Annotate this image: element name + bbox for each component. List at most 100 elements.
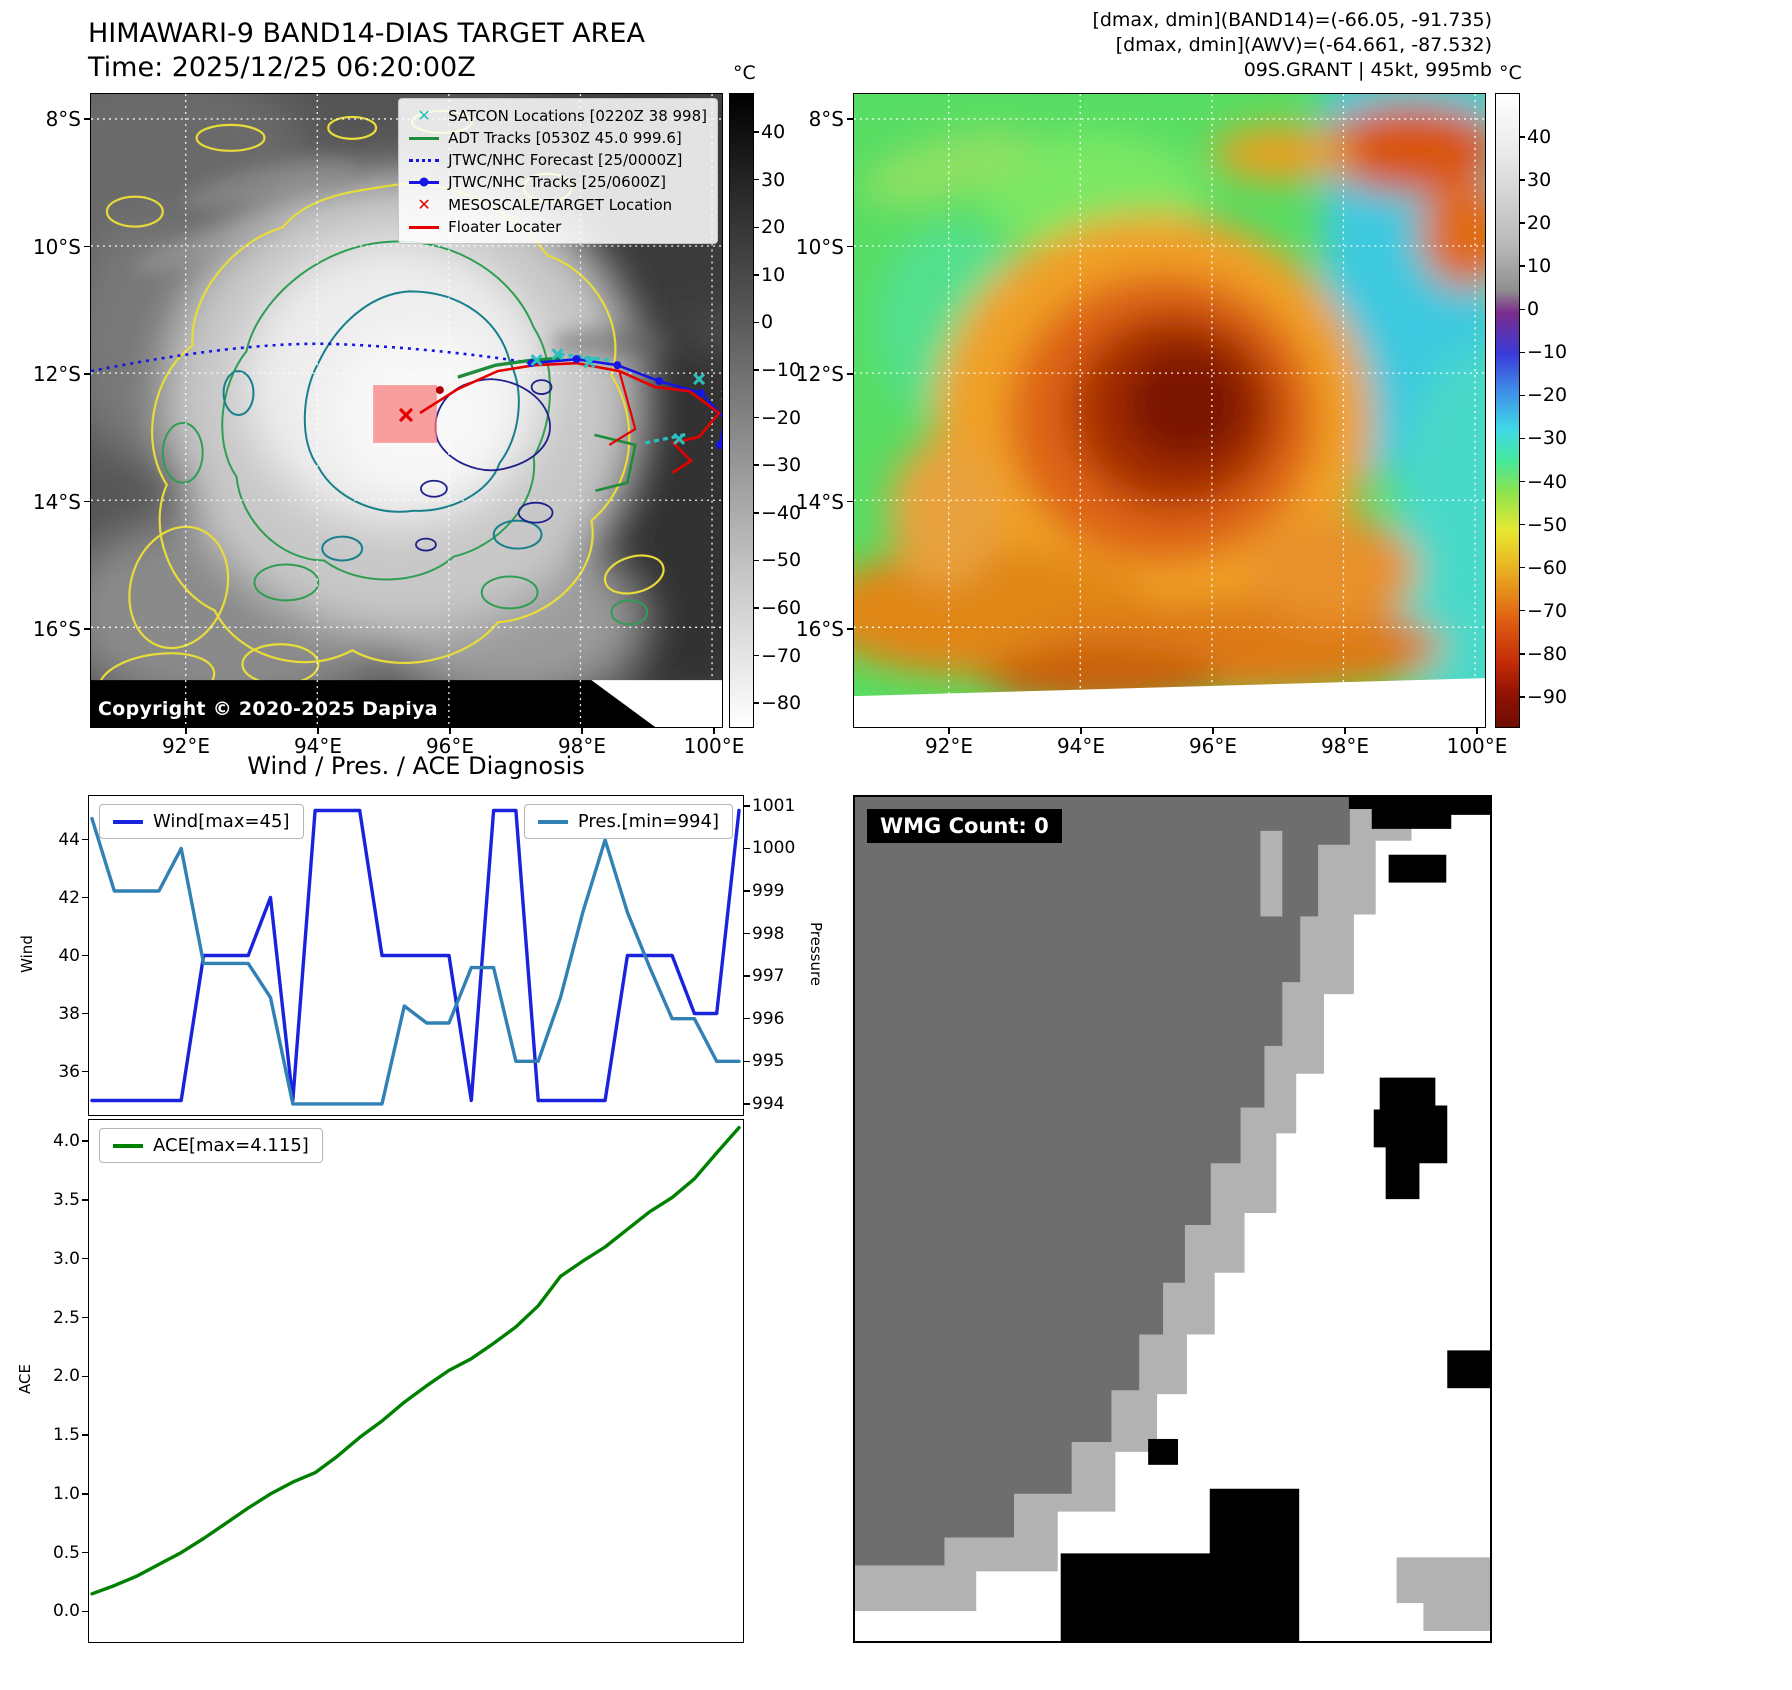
chart-canvas xyxy=(90,1125,741,1596)
tick-mark xyxy=(753,369,759,371)
enhanced-ir-satellite-art xyxy=(854,94,1485,727)
tick-mark xyxy=(1519,351,1525,354)
y-tick-label: 16°S xyxy=(32,617,81,641)
axis-tick-label: 1000 xyxy=(752,838,796,859)
tick-mark xyxy=(82,1140,89,1142)
tick-mark xyxy=(317,727,319,734)
wind-pressure-chart: Wind[max=45] Pres.[min=994] 36 38 40 42 44 99… xyxy=(58,795,795,1116)
contour-green xyxy=(161,240,649,626)
tick-mark xyxy=(847,245,854,248)
tick-mark xyxy=(82,1199,89,1201)
tick-mark xyxy=(82,954,89,957)
legend-label: JTWC/NHC Tracks [25/0600Z] xyxy=(448,173,666,191)
axis-tick-label: 0.0 xyxy=(52,1601,80,1622)
y-tick-label: 14°S xyxy=(795,489,844,514)
tick-mark xyxy=(82,838,89,841)
wmg-map-art xyxy=(855,797,1490,1641)
legend-item: ✕ SATCON Locations [0220Z 38 998] xyxy=(409,106,707,125)
y-tick-label: 10°S xyxy=(32,234,81,259)
tick-mark xyxy=(753,559,759,562)
tick-mark xyxy=(753,702,759,704)
tick-mark xyxy=(1519,394,1525,397)
page-time: Time: 2025/12/25 06:20:00Z xyxy=(88,52,476,83)
track-markers xyxy=(398,348,722,449)
map-legend: ✕ SATCON Locations [0220Z 38 998] ADT Trac… xyxy=(398,98,718,244)
line-series xyxy=(90,816,741,1106)
legend-item: JTWC/NHC Tracks [25/0600Z] xyxy=(409,173,707,191)
colorbar-tick-label: 0 xyxy=(1527,298,1540,321)
tick-mark xyxy=(743,847,750,850)
tick-mark xyxy=(449,727,451,734)
ace-chart: ACE[max=4.115] 0.0 0.5 1.0 1.5 2.0 2.5 3.0 3.5 4… xyxy=(53,1119,744,1643)
tick-mark xyxy=(82,1375,89,1378)
tick-mark xyxy=(1519,523,1525,526)
tick-mark xyxy=(753,131,759,133)
colorbar-tick-label: −70 xyxy=(761,644,802,667)
y-tick-label: 16°S xyxy=(795,617,844,641)
pressure-legend-label: Pres.[min=994] xyxy=(577,811,719,832)
legend-item: ✕ MESOSCALE/TARGET Location xyxy=(409,195,707,214)
tick-mark xyxy=(1519,696,1525,698)
tick-mark xyxy=(581,727,583,734)
chart-canvas xyxy=(90,808,741,1106)
colorbar-tick-label: 20 xyxy=(761,216,786,239)
axis-tick-label: 4.0 xyxy=(52,1131,80,1152)
ir-colorbar-unit: °C xyxy=(1499,62,1522,84)
dot-marker-icon xyxy=(419,177,429,187)
tick-mark xyxy=(82,896,89,899)
tick-mark xyxy=(753,607,759,609)
wind-legend: Wind[max=45] xyxy=(99,804,304,839)
tick-mark xyxy=(743,805,750,807)
legend-label: SATCON Locations [0220Z 38 998] xyxy=(448,106,707,125)
x-tick-label: 94°E xyxy=(1056,734,1106,758)
colorbar-tick-label: −80 xyxy=(761,692,802,715)
axis-tick-label: 1.5 xyxy=(52,1425,80,1446)
storm-id: 09S.GRANT | 45kt, 995mb xyxy=(1243,59,1492,82)
colorbar-tick-label: 20 xyxy=(1527,212,1552,235)
axis-tick-label: 996 xyxy=(752,1008,785,1029)
ace-legend-label: ACE[max=4.115] xyxy=(153,1135,309,1156)
tick-mark xyxy=(1519,179,1525,181)
x-tick-label: 92°E xyxy=(161,734,211,758)
tick-mark xyxy=(1212,727,1214,734)
colorbar-tick-label: −50 xyxy=(1527,513,1568,536)
x-tick-label: 98°E xyxy=(557,734,607,758)
x-tick-label: 98°E xyxy=(1320,734,1370,758)
tick-mark xyxy=(84,500,91,503)
tick-mark xyxy=(713,727,715,734)
page-title: HIMAWARI-9 BAND14-DIAS TARGET AREA xyxy=(88,18,645,49)
axis-tick-label: 36 xyxy=(58,1061,80,1082)
y-tick-label: 12°S xyxy=(795,362,844,386)
tick-mark xyxy=(84,245,91,248)
tick-mark xyxy=(743,1060,750,1063)
colorbar-tick-label: 10 xyxy=(761,263,786,286)
colorbar-tick-label: −20 xyxy=(761,406,802,429)
axis-tick-label: 3.0 xyxy=(52,1248,80,1269)
line-series xyxy=(90,1125,741,1596)
tick-mark xyxy=(1519,136,1525,138)
tick-mark xyxy=(753,416,759,419)
x-marker-icon: ✕ xyxy=(417,106,431,125)
dmax-dmin-band14: [dmax, dmin](BAND14)=(-66.05, -91.735) xyxy=(1092,9,1492,31)
legend-label: ADT Tracks [0530Z 45.0 999.6] xyxy=(448,129,682,147)
wmg-count-label: WMG Count: 0 xyxy=(867,809,1062,843)
colorbar-tick-label: 40 xyxy=(761,121,786,144)
axis-tick-label: 40 xyxy=(58,945,80,966)
pressure-legend: Pres.[min=994] xyxy=(523,804,733,839)
dmax-dmin-awv: [dmax, dmin](AWV)=(-64.661, -87.532) xyxy=(1115,34,1492,57)
axis-tick-label: 44 xyxy=(58,829,80,850)
tick-mark xyxy=(743,1017,750,1020)
axis-tick-label: 1001 xyxy=(752,795,796,816)
legend-item: Floater Locater xyxy=(409,218,707,236)
tick-mark xyxy=(753,654,759,657)
wmg-map-panel: WMG Count: 0 xyxy=(853,795,1492,1643)
tick-mark xyxy=(84,373,91,375)
legend-label: MESOSCALE/TARGET Location xyxy=(448,195,673,214)
x-tick-label: 92°E xyxy=(924,734,974,758)
tick-mark xyxy=(82,1610,89,1613)
ace-line-sample xyxy=(113,1143,143,1148)
x-tick-label: 96°E xyxy=(1188,734,1238,758)
colorbar-tick-label: −20 xyxy=(1527,384,1568,407)
tick-mark xyxy=(753,226,759,228)
tick-mark xyxy=(185,727,187,734)
